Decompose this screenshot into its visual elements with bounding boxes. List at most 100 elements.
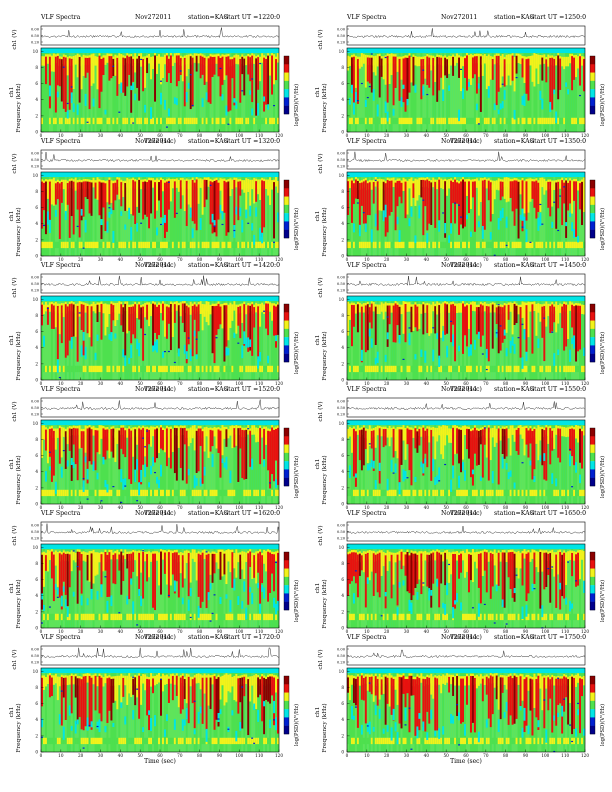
spectrogram-column — [158, 177, 161, 256]
spectrogram-band — [82, 331, 85, 341]
spectrogram-band — [90, 553, 93, 590]
spectrogram-band — [471, 57, 475, 79]
spectrogram-column — [191, 425, 194, 504]
spectrogram-band — [181, 365, 184, 373]
spectrogram-band — [531, 241, 534, 249]
x-tick: 40 — [118, 381, 124, 386]
spectrogram-band — [243, 304, 246, 346]
spectrogram-band — [557, 365, 560, 373]
spectrogram-band — [390, 180, 393, 212]
spectrogram-band — [152, 426, 155, 437]
spectrogram-y-tick: 0 — [35, 130, 38, 135]
spectrogram-band — [201, 552, 204, 602]
spectrogram-band — [181, 613, 184, 621]
spectrogram-band — [195, 478, 198, 486]
spectrogram-column — [239, 301, 242, 380]
spectrogram-band — [467, 429, 471, 459]
colorbar-segment — [284, 328, 289, 338]
spectrogram-band — [394, 117, 397, 125]
spectrogram-band — [527, 489, 530, 497]
spectrogram-band — [72, 591, 75, 597]
spectrogram-y-label-prefix: ch1 — [315, 211, 321, 222]
spectrogram-column — [247, 425, 250, 504]
spectrogram-band — [458, 345, 461, 352]
spectrogram-column — [82, 549, 85, 628]
spectrogram-band — [120, 241, 123, 249]
spectrogram-band — [563, 427, 566, 437]
spectrogram-band — [259, 117, 262, 125]
spectrogram-band — [275, 59, 278, 81]
spectrogram-band — [579, 305, 582, 350]
spectrogram-band — [565, 241, 568, 249]
waveform-y-tick: 0.20 — [31, 537, 40, 541]
spectrogram-band — [521, 58, 524, 78]
spectrogram-band — [529, 460, 532, 466]
spectrogram-speck — [70, 86, 73, 88]
spectrogram-band — [267, 355, 270, 364]
spectrogram-band — [68, 58, 71, 110]
spectrogram-y-tick: 8 — [35, 65, 38, 70]
spectrogram-band — [529, 241, 532, 249]
spectrogram-speck — [179, 70, 182, 72]
spectrogram-column — [195, 549, 198, 628]
spectrogram-band — [406, 428, 409, 445]
spectrogram-column — [62, 301, 65, 380]
spectrogram-band — [408, 333, 411, 346]
spectrogram-column — [253, 53, 256, 132]
spectrogram-speck — [227, 123, 230, 125]
spectrogram-band — [104, 429, 107, 460]
spectrogram-band — [481, 180, 484, 231]
spectrogram-column — [454, 425, 457, 504]
spectrogram-band — [442, 117, 445, 125]
spectrogram-band — [106, 600, 109, 613]
x-tick: 10 — [364, 505, 370, 510]
spectrogram-band — [428, 57, 431, 88]
spectrogram-band — [416, 117, 419, 125]
spectrogram-band — [112, 230, 115, 243]
spectrogram-band — [402, 181, 405, 191]
spectrogram-band — [456, 241, 459, 249]
spectrogram-column — [348, 177, 352, 256]
spectrogram-band — [358, 60, 361, 69]
spectrogram-column — [48, 549, 52, 628]
spectrogram-band — [358, 489, 361, 497]
spectrogram-band — [348, 465, 352, 478]
spectrogram-column — [354, 301, 358, 380]
spectrogram-band — [78, 365, 81, 373]
spectrogram-speck — [167, 181, 171, 183]
spectrogram-band — [124, 365, 127, 373]
spectrogram-column — [527, 301, 530, 380]
spectrogram-band — [565, 222, 568, 227]
colorbar-label: log(PSD)(V²/Hz) — [599, 84, 606, 126]
spectrogram-column — [132, 177, 135, 256]
spectrogram-band — [507, 58, 510, 76]
spectrogram-band — [163, 214, 167, 223]
spectrogram-speck — [195, 338, 198, 340]
spectrogram-column — [509, 177, 512, 256]
spectrogram-band — [181, 60, 184, 82]
spectrogram-column — [193, 53, 196, 132]
spectrogram-band — [132, 431, 135, 457]
spectrogram-band — [434, 306, 437, 334]
spectrogram-band — [191, 228, 194, 239]
spectrogram-band — [169, 554, 172, 586]
spectrogram-speck — [515, 76, 518, 79]
spectrogram-band — [169, 117, 172, 125]
spectrogram-band — [152, 303, 155, 347]
spectrogram-column — [78, 301, 81, 380]
spectrogram-band — [56, 241, 59, 249]
spectrogram-column — [84, 177, 87, 256]
spectrogram-band — [438, 220, 441, 232]
spectrogram-band — [114, 432, 117, 462]
spectrogram-band — [146, 117, 149, 125]
spectrogram-band — [475, 489, 478, 497]
spectrogram-column — [261, 425, 264, 504]
spectrogram-band — [269, 489, 272, 497]
x-tick: 110 — [255, 505, 263, 510]
spectrogram-band — [128, 365, 131, 373]
spectrogram-band — [384, 365, 387, 373]
spectrogram-band — [501, 58, 504, 77]
spectrogram-band — [231, 179, 234, 189]
spectrogram-column — [581, 53, 584, 132]
spectrogram-band — [213, 426, 216, 437]
